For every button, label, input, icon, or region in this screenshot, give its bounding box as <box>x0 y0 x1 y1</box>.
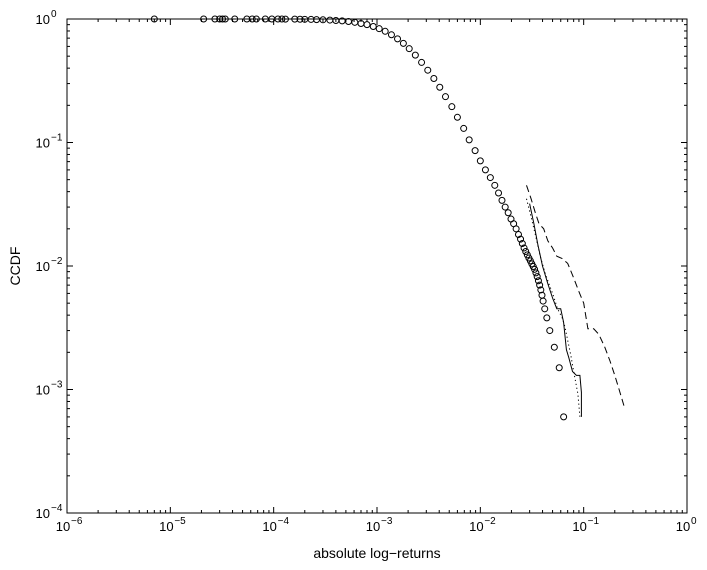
x-tick-label-exponent: −2 <box>484 516 496 527</box>
data-point-marker <box>453 113 461 121</box>
series-layer <box>150 15 626 421</box>
y-tick-label-exponent: −2 <box>51 256 63 267</box>
data-point-marker <box>517 235 525 243</box>
x-tick-label: 10 <box>676 519 690 534</box>
data-point-marker <box>498 196 506 204</box>
data-point-marker <box>504 209 512 217</box>
x-tick-label: 10 <box>469 519 483 534</box>
solid-line-series <box>529 203 582 417</box>
data-point-marker <box>436 83 444 91</box>
y-tick-label: 10 <box>36 383 50 398</box>
data-point-marker <box>296 15 304 23</box>
data-point-marker <box>533 273 541 281</box>
data-point-marker <box>418 58 426 66</box>
y-tick-label-exponent: 0 <box>51 9 57 20</box>
x-tick-label-exponent: −5 <box>174 516 186 527</box>
data-point-marker <box>501 203 509 211</box>
data-point-marker <box>543 314 551 322</box>
data-point-marker <box>252 15 260 23</box>
data-point-marker <box>471 147 479 155</box>
data-point-marker <box>381 27 389 35</box>
x-tick-label-exponent: −3 <box>381 516 393 527</box>
data-point-marker <box>219 15 227 23</box>
data-point-marker <box>319 16 327 24</box>
data-point-marker <box>541 305 549 313</box>
dotted-line-series <box>526 198 581 417</box>
data-point-marker <box>150 15 158 23</box>
axes-box <box>66 18 688 514</box>
data-point-marker <box>518 240 526 248</box>
data-point-marker <box>363 21 371 29</box>
y-axis-title: CCDF <box>7 247 23 286</box>
y-tick-label: 10 <box>36 259 50 274</box>
data-point-marker <box>394 35 402 43</box>
data-point-marker <box>555 364 563 372</box>
y-tick-label: 10 <box>36 136 50 151</box>
data-point-marker <box>534 277 542 285</box>
data-point-marker <box>281 15 289 23</box>
y-tick-label-exponent: −4 <box>51 503 63 514</box>
data-point-marker <box>441 93 449 101</box>
y-tick-label: 10 <box>36 12 50 27</box>
data-point-marker <box>539 297 547 305</box>
x-tick-label: 10 <box>366 519 380 534</box>
tick-labels: 10 −6 10 −5 10 −4 10 −3 10 −2 10 −1 10 010 −410 −310 −21… <box>36 9 697 534</box>
y-tick-label-exponent: −3 <box>51 380 63 391</box>
x-tick-label-exponent: −1 <box>588 516 600 527</box>
data-point-marker <box>261 15 269 23</box>
data-point-marker <box>200 15 208 23</box>
data-point-marker <box>460 124 468 132</box>
data-point-marker <box>430 74 438 82</box>
data-point-marker <box>399 39 407 47</box>
data-point-marker <box>411 51 419 59</box>
x-tick-label-exponent: −4 <box>278 516 290 527</box>
data-point-marker <box>211 15 219 23</box>
x-tick-label: 10 <box>159 519 173 534</box>
data-point-marker <box>537 286 545 294</box>
data-point-marker <box>546 327 554 335</box>
data-point-marker <box>243 15 251 23</box>
x-tick-label-exponent: −6 <box>71 516 83 527</box>
x-tick-label: 10 <box>262 519 276 534</box>
data-point-marker <box>486 174 494 182</box>
data-point-marker <box>274 15 282 23</box>
data-point-marker <box>248 15 256 23</box>
data-point-marker <box>375 25 383 33</box>
data-point-marker <box>278 15 286 23</box>
data-point-marker <box>221 15 229 23</box>
data-point-marker <box>476 157 484 165</box>
data-point-marker <box>231 15 239 23</box>
data-point-marker <box>495 189 503 197</box>
data-point-marker <box>448 103 456 111</box>
data-point-marker <box>536 281 544 289</box>
data-point-marker <box>531 265 539 273</box>
tick-marks <box>66 18 688 514</box>
x-tick-label: 10 <box>572 519 586 534</box>
data-point-marker <box>481 166 489 174</box>
x-tick-label-exponent: 0 <box>691 516 697 527</box>
data-point-marker <box>532 269 540 277</box>
plot-area <box>66 18 688 514</box>
data-point-marker <box>369 22 377 30</box>
data-point-marker <box>291 15 299 23</box>
data-point-marker <box>560 413 568 421</box>
data-point-marker <box>465 136 473 144</box>
data-point-marker <box>405 45 413 53</box>
data-point-marker <box>520 244 528 252</box>
data-point-marker <box>550 343 558 351</box>
x-axis-title: absolute log−returns <box>313 545 440 561</box>
x-tick-label: 10 <box>56 519 70 534</box>
y-tick-label-exponent: −1 <box>51 133 63 144</box>
data-point-marker <box>387 31 395 39</box>
data-point-marker <box>512 225 520 233</box>
y-tick-label: 10 <box>36 506 50 521</box>
data-point-marker <box>491 181 499 189</box>
data-point-marker <box>424 66 432 74</box>
data-point-marker <box>522 248 530 256</box>
